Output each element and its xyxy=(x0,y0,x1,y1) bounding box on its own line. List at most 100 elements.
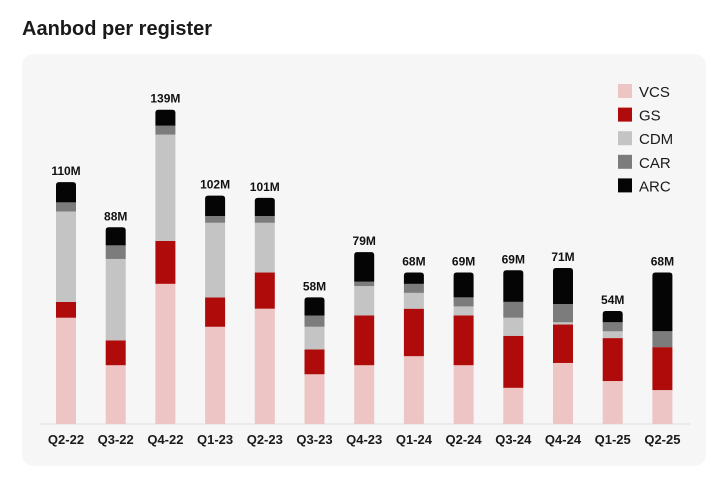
bar-segment-gs xyxy=(105,340,126,366)
bar-total-label: 110M xyxy=(51,164,80,178)
bar-segment-vcs xyxy=(56,317,76,424)
bar-segment-car xyxy=(56,202,76,212)
bar-segment-cdm xyxy=(56,211,76,302)
legend-label: ARC xyxy=(639,178,671,195)
bar-segment-car xyxy=(553,304,573,323)
legend-swatch xyxy=(618,154,632,169)
bar-segment-cdm xyxy=(205,222,226,298)
bar-group-q4-23: 79M Q4-23 xyxy=(346,234,382,447)
bar-segment-cdm xyxy=(403,292,424,309)
legend-swatch xyxy=(618,107,632,122)
bar-segment-vcs xyxy=(453,365,474,424)
bar-segment-cdm xyxy=(602,331,623,339)
bar-segment-vcs xyxy=(304,374,325,424)
bar-segment-arc xyxy=(602,310,623,323)
bar-segment-vcs xyxy=(652,390,673,424)
legend-item-gs: GS xyxy=(618,107,661,125)
bar-segment-arc xyxy=(56,182,76,203)
bar-segment-arc xyxy=(304,297,325,316)
bar-segment-cdm xyxy=(155,134,176,241)
legend-item-car: CAR xyxy=(618,154,671,172)
bar-total-label: 68M xyxy=(651,255,674,269)
bar-total-label: 88M xyxy=(104,209,127,223)
legend-item-arc: ARC xyxy=(618,178,671,195)
bar-total-label: 68M xyxy=(402,255,425,269)
x-tick-label: Q2-23 xyxy=(247,432,283,447)
bar-segment-gs xyxy=(155,240,176,284)
bar-total-label: 69M xyxy=(452,255,475,269)
x-tick-label: Q1-25 xyxy=(595,432,631,447)
bar-group-q3-24: 69M Q3-24 xyxy=(495,252,532,447)
bar-segment-vcs xyxy=(205,326,226,424)
bar-group-q2-25: 68M Q2-25 xyxy=(644,255,680,447)
bar-segment-vcs xyxy=(354,365,375,424)
legend-swatch xyxy=(618,178,632,193)
bar-segment-arc xyxy=(553,268,573,305)
bar-group-q3-22: 88M Q3-22 xyxy=(98,209,134,447)
bar-segment-arc xyxy=(453,272,474,298)
bar-group-q2-23: 101M Q2-23 xyxy=(247,180,283,447)
bar-segment-car xyxy=(105,245,126,259)
legend-label: GS xyxy=(639,108,661,125)
bar-group-q4-22: 139M Q4-22 xyxy=(147,92,183,447)
legend-swatch xyxy=(618,84,632,98)
bar-segment-car xyxy=(254,216,275,223)
bar-segment-vcs xyxy=(403,356,424,424)
bar-segment-car xyxy=(304,315,325,327)
bar-segment-gs xyxy=(553,324,573,363)
bar-segment-cdm xyxy=(503,317,524,336)
bar-group-q1-24: 68M Q1-24 xyxy=(396,255,433,447)
bar-segment-gs xyxy=(304,349,325,375)
legend: VCS GS CDM CAR ARC xyxy=(618,84,673,195)
bar-segment-vcs xyxy=(553,362,573,424)
bar-segment-gs xyxy=(453,315,474,366)
legend-label: CAR xyxy=(639,155,671,172)
bar-segment-car xyxy=(453,297,474,307)
bar-total-label: 58M xyxy=(303,279,326,293)
bar-segment-car xyxy=(354,281,375,287)
bar-group-q4-24: 71M Q4-24 xyxy=(545,250,582,447)
bar-segment-arc xyxy=(105,227,126,246)
bar-segment-cdm xyxy=(453,306,474,316)
bar-total-label: 79M xyxy=(353,234,376,248)
bar-segment-vcs xyxy=(155,283,176,424)
bar-total-label: 101M xyxy=(250,180,280,194)
bar-segment-cdm xyxy=(105,258,126,341)
x-tick-label: Q2-25 xyxy=(644,432,680,447)
bar-group-q1-23: 102M Q1-23 xyxy=(197,178,233,447)
bar-segment-car xyxy=(602,322,623,332)
bar-segment-arc xyxy=(354,252,375,282)
bar-segment-vcs xyxy=(105,365,126,424)
bar-group-q2-24: 69M Q2-24 xyxy=(446,255,483,447)
x-tick-label: Q2-24 xyxy=(446,432,483,447)
bar-total-label: 69M xyxy=(502,252,525,266)
bar-group-q1-25: 54M Q1-25 xyxy=(595,293,631,447)
x-tick-label: Q3-22 xyxy=(98,432,134,447)
x-tick-label: Q1-24 xyxy=(396,432,433,447)
bar-segment-car xyxy=(652,331,673,348)
bars-layer: 110M Q2-22 88M Q3-22 139M Q4-22 102M Q1-23 101M Q… xyxy=(48,92,681,447)
bar-segment-car xyxy=(403,283,424,293)
x-tick-label: Q4-22 xyxy=(147,432,183,447)
bar-segment-arc xyxy=(503,270,524,302)
bar-segment-vcs xyxy=(503,387,524,424)
bar-group-q2-22: 110M Q2-22 xyxy=(48,164,84,447)
legend-label: CDM xyxy=(639,131,673,148)
bar-segment-cdm xyxy=(254,222,275,273)
bar-segment-gs xyxy=(354,315,375,366)
x-tick-label: Q3-24 xyxy=(495,432,532,447)
bar-segment-gs xyxy=(652,347,673,391)
x-tick-label: Q2-22 xyxy=(48,432,84,447)
bar-segment-arc xyxy=(205,195,226,216)
legend-swatch xyxy=(618,131,632,146)
bar-segment-arc xyxy=(254,197,275,216)
x-tick-label: Q4-24 xyxy=(545,432,582,447)
bar-total-label: 102M xyxy=(200,178,230,192)
bar-segment-cdm xyxy=(553,322,573,325)
bar-total-label: 139M xyxy=(150,92,180,106)
bar-total-label: 54M xyxy=(601,293,624,307)
bar-segment-gs xyxy=(602,338,623,382)
bar-segment-arc xyxy=(652,272,673,332)
bar-total-label: 71M xyxy=(551,250,574,264)
bar-segment-car xyxy=(205,216,226,223)
